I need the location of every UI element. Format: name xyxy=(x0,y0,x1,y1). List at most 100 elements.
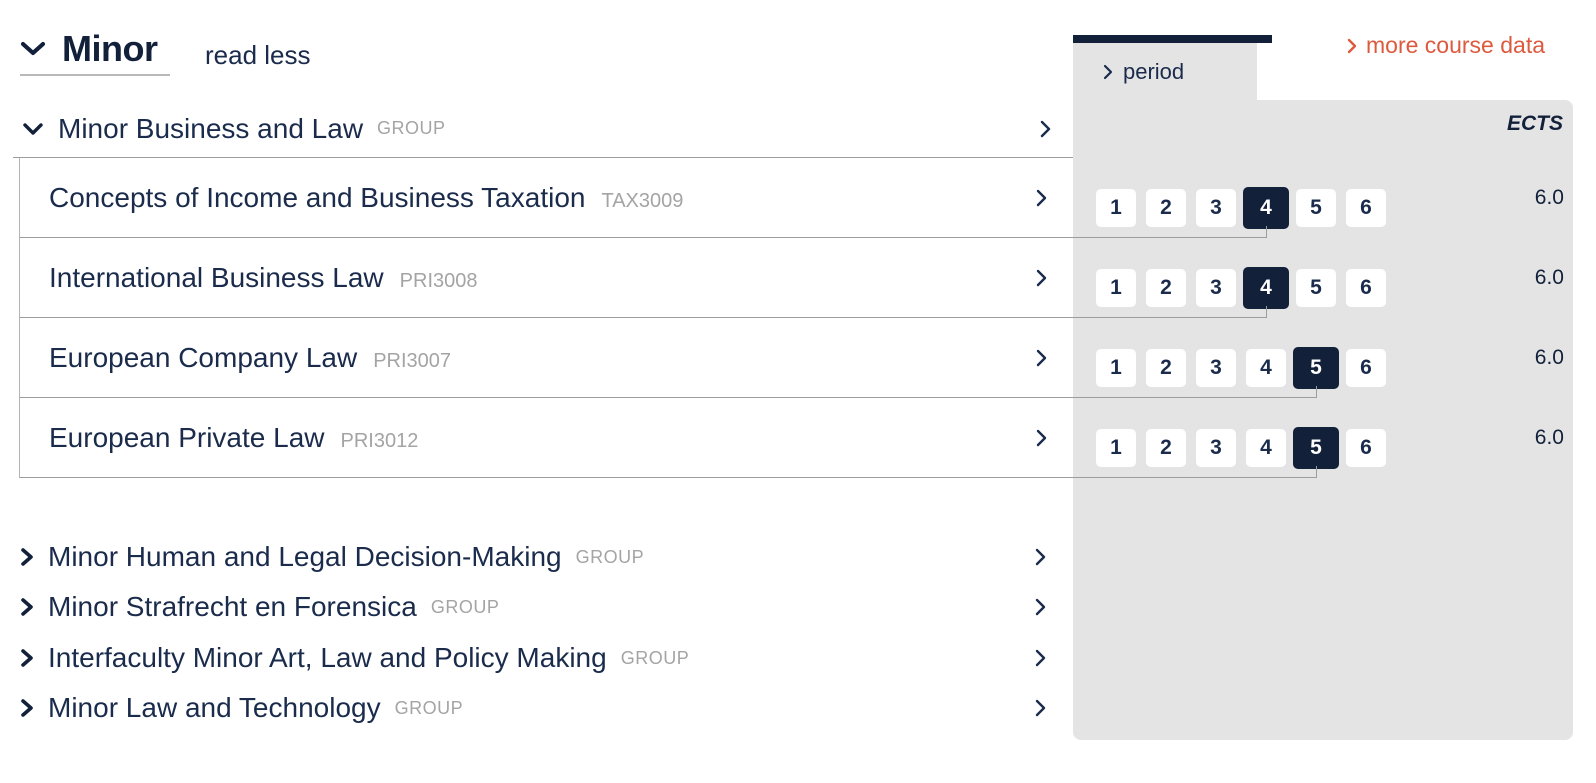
chevron-down-icon xyxy=(23,122,43,135)
group-title: Minor Strafrecht en Forensica xyxy=(48,591,417,622)
chevron-right-icon xyxy=(1035,699,1046,717)
open-group-button[interactable] xyxy=(1035,582,1046,632)
course-title: Concepts of Income and Business Taxation xyxy=(49,182,586,213)
course-row[interactable]: International Business Law PRI3008 1 2 3 … xyxy=(20,238,1573,318)
ects-value: 6.0 xyxy=(1534,186,1564,209)
course-code: PRI3012 xyxy=(340,430,419,452)
open-course-button[interactable] xyxy=(1036,158,1047,238)
group-title: Interfaculty Minor Art, Law and Policy M… xyxy=(48,642,607,673)
period-connector xyxy=(1316,466,1317,478)
chevron-down-icon xyxy=(20,41,46,56)
period-strip: 1 2 3 4 5 6 xyxy=(1096,347,1386,389)
chevron-right-icon xyxy=(21,649,33,667)
group-row-business-and-law[interactable]: Minor Business and Law GROUP xyxy=(13,100,1073,158)
course-text: European Company Law PRI3007 xyxy=(49,318,451,398)
period-box-1: 1 xyxy=(1096,189,1136,227)
period-box-4: 4 xyxy=(1243,187,1289,229)
read-less-link[interactable]: read less xyxy=(205,40,311,70)
period-strip: 1 2 3 4 5 6 xyxy=(1096,187,1386,229)
period-box-3: 3 xyxy=(1196,269,1236,307)
course-code: TAX3009 xyxy=(601,190,684,212)
period-strip: 1 2 3 4 5 6 xyxy=(1096,267,1386,309)
chevron-right-icon xyxy=(1040,120,1051,137)
period-box-6: 6 xyxy=(1346,189,1386,227)
chevron-right-icon xyxy=(1347,38,1357,53)
group-row-interfaculty-art-law-policy[interactable]: Interfaculty Minor Art, Law and Policy M… xyxy=(20,633,1070,683)
course-title: International Business Law xyxy=(49,262,384,293)
chevron-right-icon xyxy=(1035,548,1046,566)
row-divider xyxy=(20,397,1316,398)
row-divider xyxy=(20,317,1266,318)
group-row-law-and-technology[interactable]: Minor Law and Technology GROUP xyxy=(20,683,1070,733)
ects-value: 6.0 xyxy=(1534,346,1564,369)
period-box-4: 4 xyxy=(1246,429,1286,467)
chevron-right-icon xyxy=(1036,349,1047,367)
period-connector xyxy=(1316,386,1317,398)
open-course-button[interactable] xyxy=(1036,318,1047,398)
chevron-right-icon xyxy=(1035,649,1046,667)
period-connector xyxy=(1266,226,1267,238)
period-label: period xyxy=(1123,58,1185,84)
course-text: Concepts of Income and Business Taxation… xyxy=(49,158,683,238)
period-box-2: 2 xyxy=(1146,349,1186,387)
course-text: European Private Law PRI3012 xyxy=(49,398,418,478)
course-row[interactable]: European Company Law PRI3007 1 2 3 4 5 6 … xyxy=(20,318,1573,398)
period-box-1: 1 xyxy=(1096,349,1136,387)
more-course-data-link[interactable]: more course data xyxy=(1347,32,1545,59)
group-title: Minor Business and Law xyxy=(58,112,364,144)
course-list: Concepts of Income and Business Taxation… xyxy=(19,158,1573,478)
group-type-badge: GROUP xyxy=(377,118,446,138)
chevron-right-icon xyxy=(1103,64,1113,79)
period-box-1: 1 xyxy=(1096,429,1136,467)
page-title: Minor xyxy=(62,28,158,69)
course-code: PRI3007 xyxy=(373,350,452,372)
group-row-strafrecht-en-forensica[interactable]: Minor Strafrecht en Forensica GROUP xyxy=(20,582,1070,632)
open-group-button[interactable] xyxy=(1040,100,1051,157)
group-type-badge: GROUP xyxy=(394,697,464,718)
period-box-5: 5 xyxy=(1296,189,1336,227)
period-box-3: 3 xyxy=(1196,189,1236,227)
period-box-6: 6 xyxy=(1346,269,1386,307)
course-code: PRI3008 xyxy=(399,270,478,292)
course-title: European Company Law xyxy=(49,342,358,373)
open-course-button[interactable] xyxy=(1036,238,1047,318)
period-box-4: 4 xyxy=(1246,349,1286,387)
period-tab-accent-bar xyxy=(1073,35,1272,43)
group-type-badge: GROUP xyxy=(620,647,690,668)
course-row[interactable]: Concepts of Income and Business Taxation… xyxy=(20,158,1573,238)
period-box-5: 5 xyxy=(1293,427,1339,469)
open-group-button[interactable] xyxy=(1035,532,1046,582)
period-box-6: 6 xyxy=(1346,429,1386,467)
period-box-2: 2 xyxy=(1146,269,1186,307)
period-box-6: 6 xyxy=(1346,349,1386,387)
ects-value: 6.0 xyxy=(1534,426,1564,449)
course-row[interactable]: European Private Law PRI3012 1 2 3 4 5 6 … xyxy=(20,398,1573,478)
chevron-right-icon xyxy=(21,598,33,616)
chevron-right-icon xyxy=(1036,269,1047,287)
period-strip: 1 2 3 4 5 6 xyxy=(1096,427,1386,469)
ects-column-header: ECTS xyxy=(1506,112,1563,135)
row-divider xyxy=(20,237,1266,238)
open-group-button[interactable] xyxy=(1035,683,1046,733)
period-box-2: 2 xyxy=(1146,429,1186,467)
period-box-3: 3 xyxy=(1196,429,1236,467)
period-column-header[interactable]: period xyxy=(1073,43,1257,100)
ects-value: 6.0 xyxy=(1534,266,1564,289)
chevron-right-icon xyxy=(21,699,33,717)
period-box-4: 4 xyxy=(1243,267,1289,309)
row-divider xyxy=(20,477,1316,478)
chevron-right-icon xyxy=(1036,189,1047,207)
chevron-right-icon xyxy=(1035,598,1046,616)
section-title-wrap[interactable]: Minor xyxy=(20,24,170,76)
group-type-badge: GROUP xyxy=(430,596,500,617)
more-course-data-label: more course data xyxy=(1366,32,1545,58)
period-box-2: 2 xyxy=(1146,189,1186,227)
group-row-human-legal-decision-making[interactable]: Minor Human and Legal Decision-Making GR… xyxy=(20,532,1070,582)
period-box-5: 5 xyxy=(1296,269,1336,307)
open-course-button[interactable] xyxy=(1036,398,1047,478)
group-type-badge: GROUP xyxy=(575,546,645,567)
course-text: International Business Law PRI3008 xyxy=(49,238,478,318)
open-group-button[interactable] xyxy=(1035,633,1046,683)
chevron-right-icon xyxy=(1036,429,1047,447)
